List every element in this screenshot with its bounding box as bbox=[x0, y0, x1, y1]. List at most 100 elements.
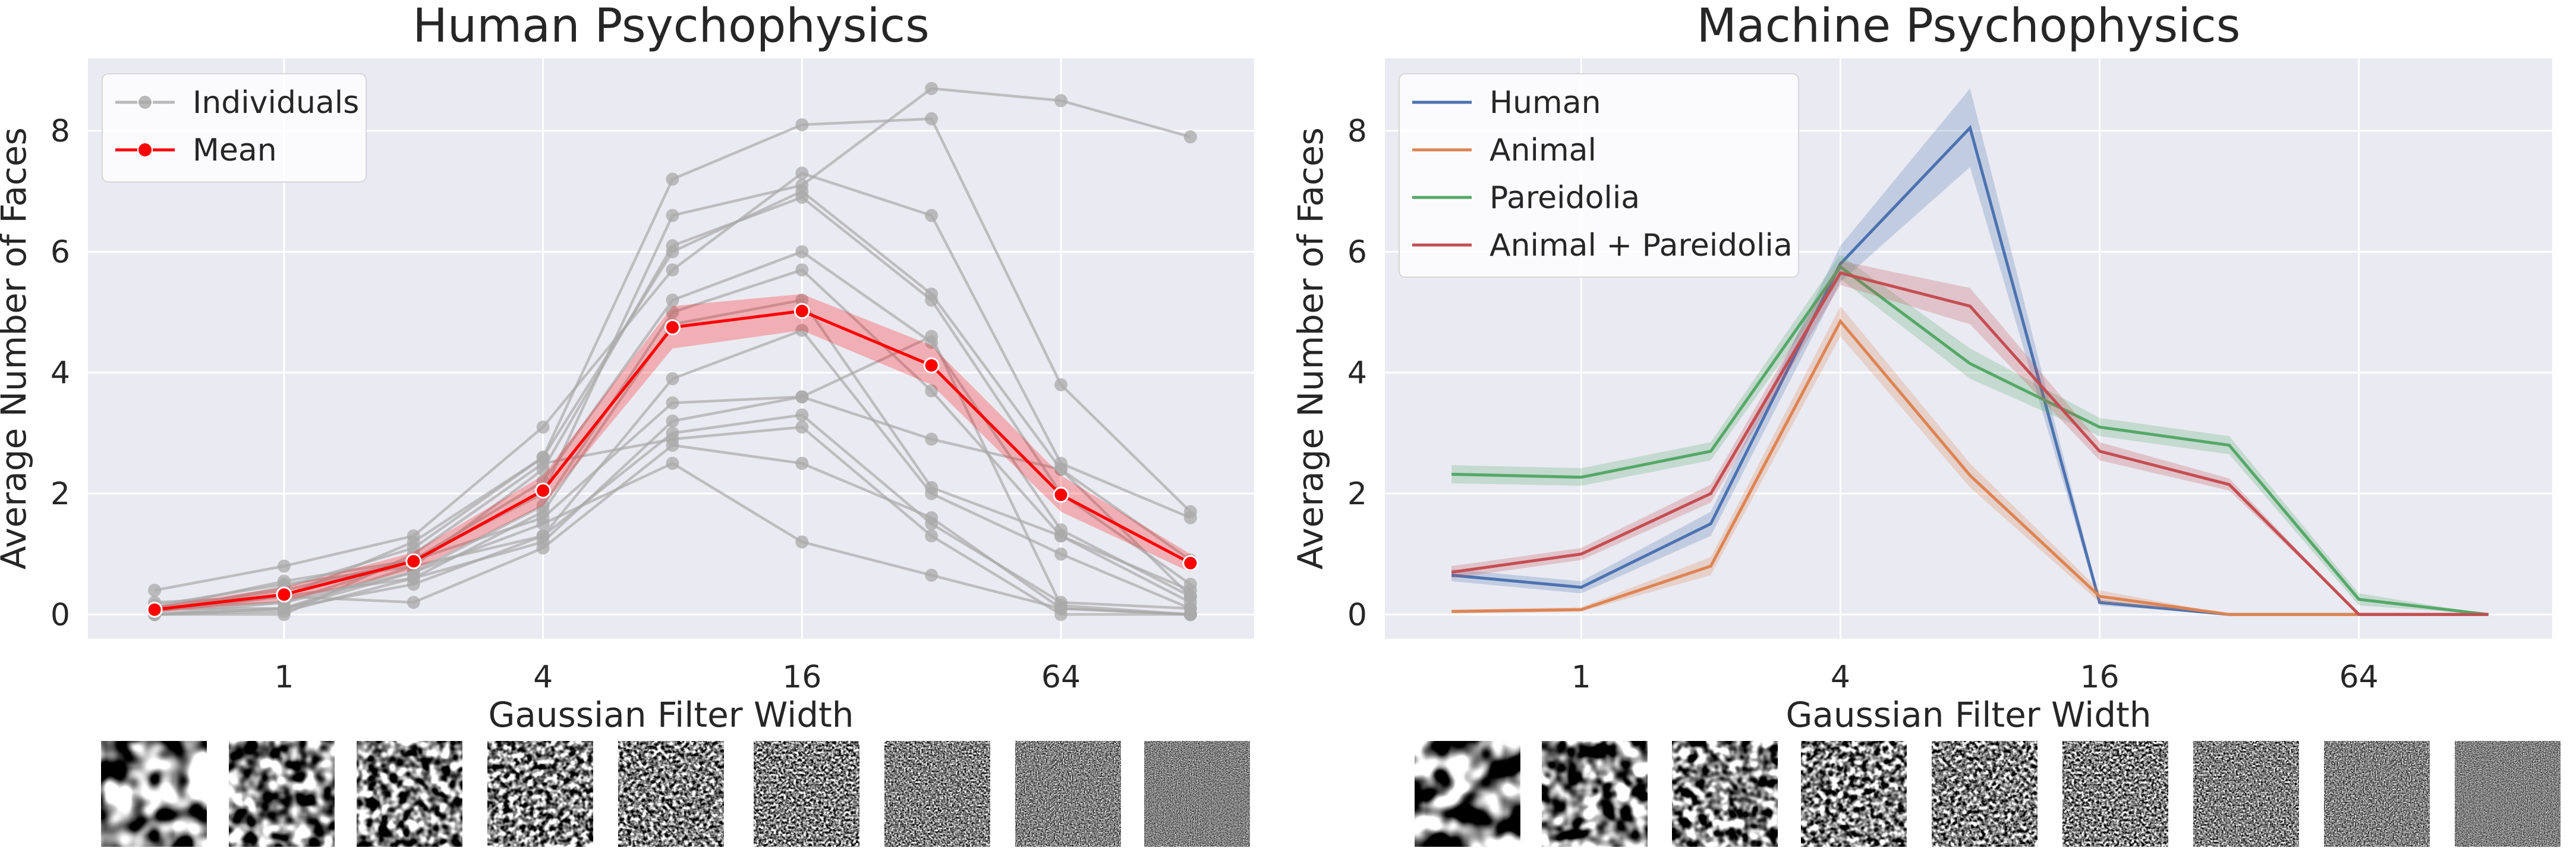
human-noise-thumbnail bbox=[101, 741, 207, 847]
mean-point bbox=[1053, 486, 1069, 503]
y-tick-label: 2 bbox=[51, 476, 70, 512]
individual-point bbox=[1054, 547, 1068, 561]
individual-point bbox=[925, 384, 939, 398]
human-noise-thumbnail bbox=[357, 741, 462, 847]
y-tick-label: 8 bbox=[51, 114, 70, 149]
mean-point bbox=[276, 586, 292, 603]
individual-point bbox=[795, 420, 809, 434]
individual-point bbox=[666, 306, 679, 319]
legend-marker bbox=[137, 95, 153, 110]
machine-noise-thumbnail bbox=[2062, 741, 2168, 847]
y-tick-label: 6 bbox=[1347, 234, 1367, 270]
mean-point bbox=[923, 357, 940, 373]
individual-point bbox=[277, 560, 291, 573]
human-noise-thumbnail bbox=[229, 741, 335, 847]
y-tick-label: 4 bbox=[1347, 356, 1367, 391]
individual-point bbox=[407, 566, 420, 579]
individual-point bbox=[925, 293, 939, 307]
panel-human-psychophysics: 0 2 4 6 8 1 4 16 64 Gaussian Filter Width Average … bbox=[0, 0, 1254, 735]
individual-point bbox=[795, 535, 809, 549]
filtered-noise-thumbnails bbox=[101, 741, 2561, 847]
individual-point bbox=[1054, 602, 1068, 615]
individual-point bbox=[1054, 529, 1068, 543]
x-tick-label: 1 bbox=[274, 659, 294, 695]
y-tick-label: 6 bbox=[51, 234, 70, 270]
individual-point bbox=[666, 372, 679, 385]
individual-point bbox=[925, 329, 939, 343]
x-tick-label: 16 bbox=[2080, 659, 2119, 695]
individual-point bbox=[925, 511, 939, 524]
series-line bbox=[1451, 265, 2489, 616]
individual-point bbox=[277, 602, 291, 615]
individual-point bbox=[925, 81, 939, 95]
x-axis-label: Gaussian Filter Width bbox=[488, 695, 854, 735]
individual-point bbox=[148, 583, 162, 597]
legend-label: Animal bbox=[1489, 133, 1596, 168]
legend-label: Pareidolia bbox=[1489, 180, 1640, 216]
individual-point bbox=[925, 112, 939, 125]
x-tick-label: 64 bbox=[2339, 659, 2379, 695]
individual-point bbox=[1054, 463, 1068, 476]
individual-point bbox=[925, 209, 939, 222]
chart-title: Machine Psychophysics bbox=[1697, 0, 2241, 53]
y-tick-label: 0 bbox=[51, 597, 70, 633]
individual-point bbox=[1183, 589, 1197, 603]
x-tick-label: 4 bbox=[1831, 659, 1850, 695]
individual-point bbox=[1183, 608, 1197, 621]
individual-point bbox=[407, 596, 420, 609]
individual-point bbox=[1183, 130, 1197, 144]
y-tick-label: 4 bbox=[51, 356, 70, 391]
series-line bbox=[1451, 271, 2489, 616]
mean-point bbox=[1182, 555, 1199, 571]
individual-point bbox=[536, 457, 550, 470]
human-noise-thumbnail bbox=[487, 741, 593, 847]
individual-point bbox=[666, 414, 679, 428]
human-noise-thumbnail bbox=[618, 741, 724, 847]
machine-noise-thumbnail bbox=[2193, 741, 2299, 847]
series-line bbox=[1451, 318, 2489, 616]
individual-point bbox=[1054, 378, 1068, 391]
legend-label: Mean bbox=[193, 133, 277, 168]
panel-machine-psychophysics: 0 2 4 6 8 1 4 16 64 Gaussian Filter Width Average … bbox=[1290, 0, 2552, 735]
human-noise-thumbnail bbox=[884, 741, 990, 847]
individual-point bbox=[666, 239, 679, 253]
individual-point bbox=[536, 420, 550, 434]
individual-point bbox=[666, 396, 679, 410]
individual-point bbox=[925, 529, 939, 543]
confidence-band bbox=[155, 294, 1191, 613]
individual-point bbox=[666, 172, 679, 186]
mean-point bbox=[146, 601, 163, 618]
y-axis-label: Average Number of Faces bbox=[1290, 127, 1331, 570]
mean-point bbox=[405, 553, 422, 570]
mean-point bbox=[664, 319, 681, 335]
machine-noise-thumbnail bbox=[1932, 741, 2038, 847]
x-tick-label: 16 bbox=[782, 659, 821, 695]
individual-point bbox=[1054, 94, 1068, 108]
x-tick-label: 1 bbox=[1572, 659, 1591, 695]
mean-point bbox=[535, 482, 552, 499]
chart-title: Human Psychophysics bbox=[412, 0, 930, 53]
individual-point bbox=[407, 535, 420, 549]
y-tick-label: 0 bbox=[1347, 597, 1367, 633]
individual-point bbox=[666, 457, 679, 470]
y-tick-label: 2 bbox=[1347, 476, 1367, 512]
human-noise-thumbnail bbox=[754, 741, 859, 847]
individual-point bbox=[666, 263, 679, 277]
machine-noise-thumbnail bbox=[2455, 741, 2561, 847]
legend-label: Animal + Pareidolia bbox=[1489, 228, 1793, 263]
legend-box bbox=[1399, 73, 1799, 278]
individual-point bbox=[925, 487, 939, 500]
individual-point bbox=[795, 390, 809, 404]
individual-point bbox=[925, 569, 939, 582]
individual-point bbox=[795, 245, 809, 259]
legend-label: Human bbox=[1489, 85, 1601, 121]
legend-marker bbox=[137, 142, 153, 158]
machine-noise-thumbnail bbox=[1415, 741, 1520, 847]
y-tick-label: 8 bbox=[1347, 114, 1367, 149]
human-noise-thumbnail bbox=[1015, 741, 1121, 847]
individual-point bbox=[795, 324, 809, 337]
legend-label: Individuals bbox=[193, 85, 359, 121]
x-tick-label: 4 bbox=[533, 659, 553, 695]
individual-point bbox=[536, 517, 550, 530]
